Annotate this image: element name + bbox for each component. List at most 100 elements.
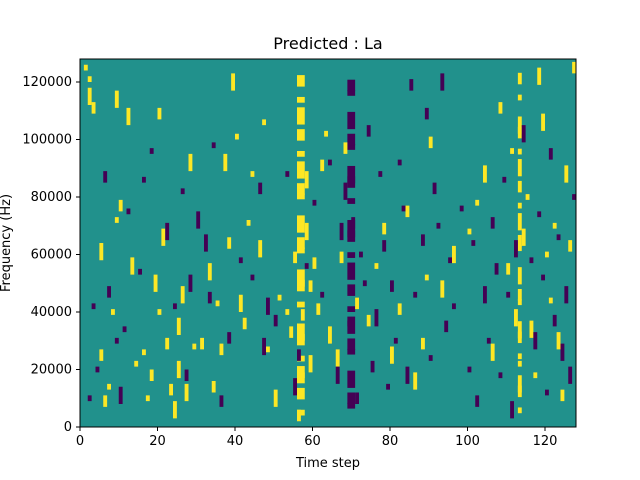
y-tick-label: 100000: [22, 133, 72, 148]
y-tick-label: 60000: [31, 248, 72, 263]
heatmap-cell: [238, 257, 243, 264]
heatmap-cell: [471, 240, 476, 246]
heatmap-cell: [91, 102, 96, 114]
heatmap-cell: [483, 286, 487, 304]
heatmap-cell: [533, 372, 538, 379]
heatmap-cell: [548, 148, 553, 160]
heatmap-band-cell: [517, 202, 522, 209]
heatmap-cell: [452, 245, 456, 264]
heatmap-cell: [328, 326, 332, 344]
heatmap-band-cell: [517, 289, 522, 301]
heatmap-cell: [304, 263, 309, 269]
heatmap-cell: [510, 148, 514, 154]
heatmap-cell: [397, 303, 402, 315]
heatmap-band-cell: [347, 262, 356, 280]
heatmap-cell: [289, 326, 294, 338]
heatmap-cell: [122, 326, 127, 333]
heatmap-cell: [494, 263, 499, 275]
heatmap-band-cell: [297, 96, 305, 103]
heatmap-cell: [285, 171, 290, 177]
heatmap-cell: [424, 274, 429, 281]
x-axis: 0 20 40 60 80 100 120: [76, 427, 557, 449]
heatmap-cell: [308, 355, 313, 373]
heatmap-cell: [258, 240, 263, 258]
heatmap-cell: [145, 395, 150, 402]
heatmap-cell: [320, 291, 325, 298]
heatmap-cell: [436, 222, 441, 229]
heatmap-cell: [382, 240, 387, 252]
heatmap-cell: [149, 148, 154, 154]
heatmap-cell: [114, 217, 119, 223]
heatmap-cell: [91, 303, 96, 310]
heatmap-cell: [200, 337, 204, 350]
heatmap-cell: [490, 217, 495, 229]
heatmap-cell: [258, 182, 263, 195]
heatmap-cell: [215, 300, 220, 307]
heatmap-cell: [285, 309, 290, 315]
heatmap-cell: [521, 228, 526, 246]
y-axis: 0 20000 40000 60000 80000 100000 120000: [22, 75, 80, 435]
heatmap-band-cell: [347, 144, 356, 150]
x-tick-label: 100: [455, 434, 480, 449]
heatmap-cell: [475, 199, 480, 206]
heatmap-band-cell: [347, 133, 356, 146]
heatmap-cell: [246, 220, 251, 226]
heatmap-cell: [514, 309, 518, 327]
heatmap-band-cell: [297, 151, 305, 157]
heatmap-cell: [440, 280, 445, 298]
heatmap-band-cell: [297, 323, 305, 341]
heatmap-cell: [83, 64, 88, 71]
heatmap-cell: [521, 125, 526, 143]
heatmap-cell: [107, 286, 111, 298]
heatmap-band-cell: [517, 245, 522, 252]
heatmap-cell: [502, 176, 507, 183]
heatmap-cell: [227, 332, 232, 344]
heatmap-cell: [184, 369, 189, 381]
heatmap-cell: [196, 211, 201, 229]
heatmap-cell: [99, 243, 104, 261]
heatmap-cell: [378, 171, 383, 177]
heatmap-cell: [219, 343, 224, 356]
heatmap-cell: [316, 303, 321, 315]
heatmap-band-cell: [347, 348, 356, 355]
heatmap-band-cell: [347, 306, 356, 312]
heatmap-band-cell: [297, 301, 305, 308]
heatmap-cell: [390, 280, 394, 292]
heatmap-cell: [386, 383, 390, 390]
heatmap-cell: [459, 205, 464, 212]
heatmap-cell: [107, 383, 111, 390]
heatmap-cell: [374, 263, 379, 269]
heatmap-band-cell: [517, 94, 522, 101]
heatmap-cell: [114, 90, 119, 108]
x-tick-label: 20: [149, 434, 166, 449]
heatmap-cell: [552, 314, 557, 327]
heatmap-cell: [548, 297, 553, 304]
heatmap-cell: [351, 217, 356, 229]
heatmap-cell: [165, 222, 170, 241]
heatmap-cell: [397, 159, 402, 166]
heatmap-cell: [498, 102, 503, 114]
heatmap-cell: [176, 317, 181, 335]
heatmap-band-cell: [347, 338, 356, 350]
x-axis-label: Time step: [295, 456, 360, 471]
heatmap-cell: [506, 263, 511, 275]
heatmap-band-cell: [517, 375, 522, 393]
heatmap-band-cell: [297, 183, 305, 195]
heatmap-cell: [266, 346, 270, 353]
heatmap-cell: [118, 386, 123, 404]
heatmap-cell: [413, 372, 418, 390]
y-tick-label: 120000: [22, 75, 72, 90]
heatmap-cell: [541, 274, 545, 281]
heatmap-band-cell: [347, 392, 356, 404]
heatmap-band-cell: [517, 116, 522, 134]
heatmap-cell: [359, 251, 363, 258]
heatmap-cell: [126, 107, 131, 126]
heatmap-band-cell: [517, 159, 522, 177]
heatmap-cell: [184, 383, 189, 402]
heatmap-cell: [250, 171, 255, 177]
heatmap-cell: [409, 79, 414, 91]
heatmap-cell: [103, 171, 108, 183]
heatmap-band-cell: [297, 107, 305, 125]
heatmap-band-cell: [517, 213, 522, 231]
heatmap-band-cell: [297, 129, 305, 141]
